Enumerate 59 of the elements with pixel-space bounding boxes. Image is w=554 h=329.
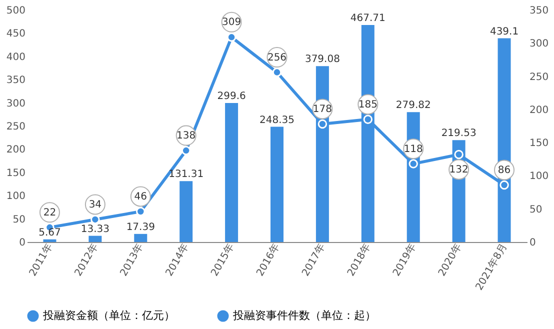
data-label: 299.6	[217, 90, 246, 102]
data-label: 22	[43, 207, 56, 218]
data-label: 256	[267, 52, 287, 64]
y-tick-label: 150	[6, 168, 26, 179]
data-label: 467.71	[350, 12, 386, 24]
point	[363, 114, 373, 124]
data-label: 13.33	[80, 224, 110, 235]
bar	[43, 239, 56, 242]
y-tick-label: 450	[6, 28, 26, 40]
point	[136, 206, 146, 216]
y2-tick-label: 250	[530, 72, 549, 83]
data-label: 138	[176, 130, 196, 142]
data-label: 17.39	[126, 222, 155, 233]
legend-label: 投融资金额（单位：亿元）	[42, 309, 175, 322]
bar	[180, 181, 193, 242]
data-label: 439.1	[490, 26, 519, 38]
bar	[88, 236, 102, 242]
y2-tick-label: 50	[530, 204, 542, 216]
data-label: 132	[449, 164, 468, 176]
y-tick-label: 50	[12, 214, 26, 226]
y-tick-label: 500	[6, 6, 26, 16]
y-tick-label: 350	[6, 75, 26, 86]
y-tick-label: 400	[6, 52, 26, 63]
point	[454, 150, 464, 160]
data-label: 5.67	[38, 227, 61, 238]
y-tick-label: 300	[6, 98, 26, 110]
data-label: 118	[404, 144, 423, 155]
data-label: 178	[312, 104, 332, 116]
point	[500, 180, 509, 190]
legend-label: 投融资事件件数（单位：起）	[232, 309, 376, 322]
point	[272, 68, 282, 77]
data-label: 219.53	[441, 128, 476, 140]
data-label: 279.82	[396, 100, 431, 112]
bar	[225, 102, 238, 242]
bar	[134, 234, 148, 242]
y2-tick-label: 100	[530, 171, 549, 182]
y2-tick-label: 150	[530, 138, 549, 150]
y2-tick-label: 350	[530, 6, 549, 16]
y-tick-label: 0	[19, 238, 26, 248]
data-label: 248.35	[260, 114, 294, 126]
data-label: 131.31	[168, 169, 204, 180]
data-label: 86	[498, 164, 511, 176]
data-label: 185	[358, 99, 378, 110]
point	[181, 146, 191, 156]
data-label: 46	[134, 192, 148, 203]
bar	[270, 126, 284, 242]
point	[90, 214, 100, 224]
y-tick-label: 100	[6, 191, 26, 202]
y-tick-label: 250	[6, 122, 26, 132]
y2-tick-label: 300	[530, 38, 549, 50]
point	[226, 32, 236, 42]
point	[318, 119, 328, 129]
data-label: 34	[88, 199, 102, 210]
y2-tick-label: 0	[530, 238, 536, 248]
data-label: 309	[222, 17, 242, 28]
y-tick-label: 200	[6, 144, 26, 156]
point	[408, 159, 418, 168]
data-label: 379.08	[304, 54, 340, 66]
y2-tick-label: 200	[530, 104, 549, 116]
